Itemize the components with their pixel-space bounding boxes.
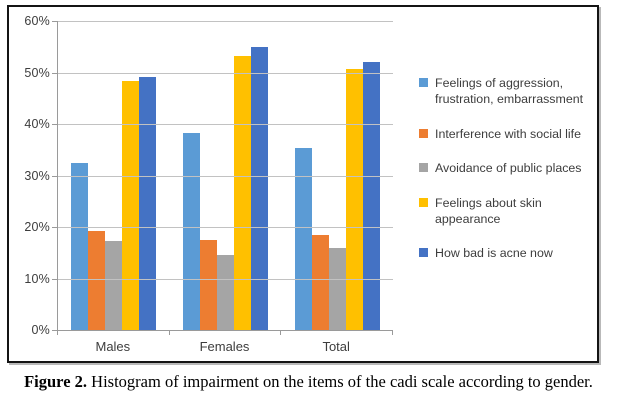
bar-series5-females bbox=[251, 46, 268, 330]
bar-group-males bbox=[58, 21, 170, 330]
legend-label: Feelings about skin appearance bbox=[435, 195, 542, 226]
x-axis-tick bbox=[57, 330, 58, 335]
y-tick-label: 50% bbox=[24, 65, 50, 80]
legend-item: How bad is acne now bbox=[419, 245, 595, 261]
bar-series5-males bbox=[139, 77, 157, 330]
figure-caption: Figure 2. Histogram of impairment on the… bbox=[0, 372, 617, 392]
y-axis-tick bbox=[52, 227, 58, 229]
y-tick-label: 40% bbox=[24, 117, 50, 131]
y-tick-label: 20% bbox=[24, 220, 50, 234]
x-category-label: Total bbox=[322, 339, 350, 354]
bar-series1-males bbox=[71, 162, 89, 330]
y-axis-tick bbox=[52, 330, 58, 331]
bar-group-total bbox=[281, 21, 393, 330]
bar-series5-total bbox=[362, 62, 380, 330]
y-axis-tick bbox=[52, 72, 58, 74]
legend-swatch-icon bbox=[419, 248, 428, 258]
bar-series4-males bbox=[122, 81, 140, 330]
chart-legend: Feelings of aggression, frustration, emb… bbox=[419, 75, 595, 262]
legend-item: Feelings about skin appearance bbox=[419, 195, 595, 228]
y-tick-label: 30% bbox=[24, 168, 50, 183]
legend-swatch-icon bbox=[419, 197, 428, 207]
figure-caption-label: Figure 2. bbox=[24, 372, 88, 391]
gridline bbox=[58, 278, 393, 280]
bar-series2-females bbox=[200, 240, 217, 330]
x-category-label: Females bbox=[199, 339, 250, 354]
x-axis-tick bbox=[280, 330, 282, 335]
gridline bbox=[58, 175, 393, 177]
y-axis-tick bbox=[52, 21, 58, 22]
figure-caption-text: Histogram of impairment on the items of … bbox=[87, 372, 593, 391]
x-axis-tick bbox=[392, 330, 393, 335]
bar-series3-males bbox=[105, 241, 123, 330]
y-axis-tick bbox=[52, 278, 58, 280]
legend-label: Avoidance of public places bbox=[435, 161, 582, 176]
bar-series2-total bbox=[311, 234, 329, 330]
bar-series4-total bbox=[345, 68, 363, 330]
legend-label: Interference with social life bbox=[435, 126, 582, 141]
legend-item: Avoidance of public places bbox=[419, 160, 595, 176]
legend-item: Interference with social life bbox=[419, 126, 595, 142]
gridline bbox=[58, 21, 393, 22]
bar-series2-males bbox=[88, 230, 106, 330]
legend-item: Feelings of aggression, frustration, emb… bbox=[419, 75, 595, 108]
legend-label: Feelings of aggression, frustration, emb… bbox=[435, 76, 584, 107]
y-tick-label: 60% bbox=[24, 14, 50, 28]
bar-series4-females bbox=[234, 56, 251, 330]
x-axis-tick bbox=[168, 330, 170, 335]
y-tick-label: 0% bbox=[31, 323, 50, 337]
plot-area bbox=[52, 21, 393, 335]
legend-swatch-icon bbox=[419, 78, 428, 87]
chart-container: 0% 10% 20% 30% 40% 50% 60% Males Females Total F… bbox=[7, 5, 599, 363]
y-axis-labels: 0% 10% 20% 30% 40% 50% 60% bbox=[9, 14, 50, 337]
y-axis-tick bbox=[52, 175, 58, 177]
y-tick-label: 10% bbox=[24, 271, 50, 286]
bar-series1-total bbox=[294, 147, 312, 330]
gridline bbox=[58, 72, 393, 74]
legend-swatch-icon bbox=[419, 163, 428, 173]
gridline bbox=[58, 124, 393, 126]
bar-series3-total bbox=[328, 247, 346, 330]
bar-series1-females bbox=[183, 132, 200, 330]
gridline bbox=[58, 227, 393, 229]
x-axis-labels: Males Females Total bbox=[57, 339, 392, 354]
x-category-label: Males bbox=[95, 339, 131, 354]
legend-swatch-icon bbox=[419, 128, 428, 138]
bar-series3-females bbox=[217, 255, 234, 330]
legend-label: How bad is acne now bbox=[435, 246, 553, 261]
y-axis-tick bbox=[52, 124, 58, 126]
